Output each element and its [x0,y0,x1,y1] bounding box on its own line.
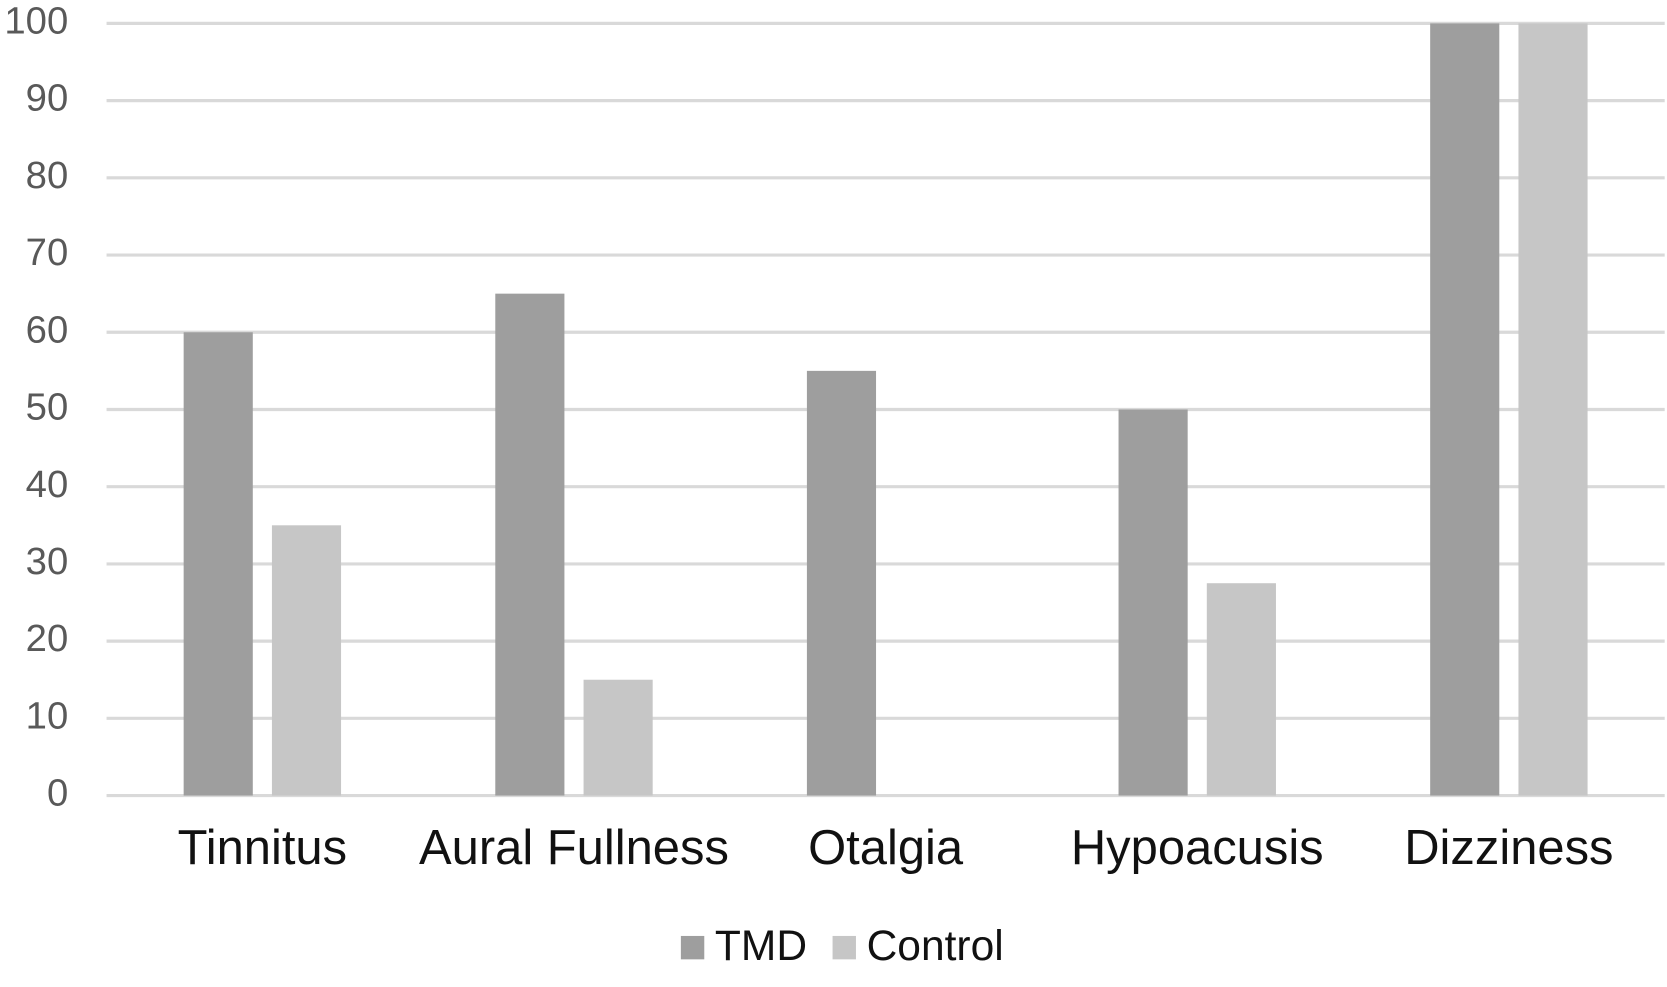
bar [1118,409,1188,796]
legend-label: TMD [715,922,807,970]
x-tick-label: Hypoacusis [1071,821,1324,875]
y-tick-label: 50 [26,386,69,429]
y-tick-label: 70 [26,231,69,274]
legend-swatch [680,935,705,960]
y-tick-label: 60 [26,308,69,351]
bar [1430,23,1500,796]
legend-label: Control [867,922,1004,970]
y-tick-label: 80 [26,154,69,197]
y-tick-label: 10 [26,694,69,737]
bar [183,332,253,796]
bar [1518,23,1588,796]
legend-swatch [832,935,856,960]
x-tick-label: Otalgia [808,821,964,875]
y-tick-label: 30 [26,540,69,583]
y-tick-label: 0 [47,772,68,815]
bar [1206,583,1276,796]
x-tick-label: Aural Fullness [419,821,729,875]
y-tick-label: 20 [26,617,69,660]
x-tick-label: Tinnitus [178,821,347,875]
bar [806,370,877,796]
y-tick-label: 100 [4,0,68,43]
y-tick-label: 40 [26,463,69,506]
bar [583,679,653,796]
y-tick-label: 90 [26,77,69,120]
bar [271,525,342,796]
bar [495,293,565,796]
x-tick-label: Dizziness [1404,821,1613,875]
